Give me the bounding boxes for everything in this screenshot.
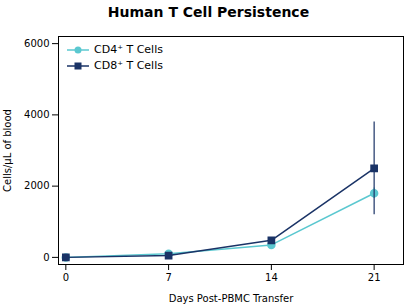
svg-text:0: 0: [63, 272, 69, 283]
svg-text:0: 0: [43, 252, 49, 263]
svg-text:Days Post-PBMC Transfer: Days Post-PBMC Transfer: [169, 293, 294, 304]
svg-text:4000: 4000: [24, 109, 49, 120]
html-text:CD8⁺ T Cells: CD8⁺ T Cells: [94, 59, 163, 72]
html-text:Human T Cell Persistence: Human T Cell Persistence: [107, 4, 310, 20]
svg-text:7: 7: [165, 272, 171, 283]
svg-text:14: 14: [265, 272, 278, 283]
svg-text:Cells/μL of blood: Cells/μL of blood: [2, 109, 13, 192]
svg-text:6000: 6000: [24, 38, 49, 49]
svg-text:2000: 2000: [24, 180, 49, 191]
svg-text:21: 21: [368, 272, 381, 283]
html-text:CD4⁺ T Cells: CD4⁺ T Cells: [94, 43, 163, 56]
